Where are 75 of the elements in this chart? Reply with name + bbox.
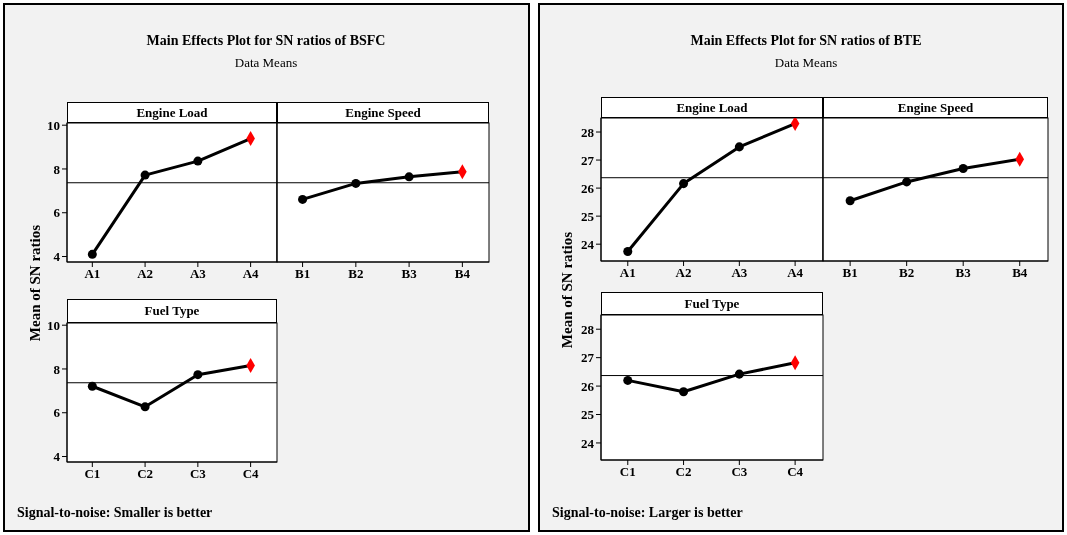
text: Main Effects Plot for SN ratios of BSFC — [145, 32, 387, 50]
chart-title: Engine Speed — [823, 97, 1048, 118]
x-tick-label: A3 — [731, 265, 748, 281]
text: Signal-to-noise: Smaller is better — [17, 505, 213, 521]
chart-title: Engine Speed — [277, 102, 489, 123]
point — [734, 142, 744, 152]
y-tick-label: 28 — [581, 124, 595, 140]
x-tick-label: B2 — [899, 265, 915, 281]
x-tick-label: C3 — [731, 464, 748, 480]
x-tick-label: C2 — [137, 466, 154, 482]
y-tick-label: 24 — [581, 435, 595, 451]
x-tick-label: A1 — [84, 266, 101, 282]
x-tick-label: A3 — [189, 266, 207, 282]
x-tick-label: C4 — [242, 466, 260, 482]
point — [193, 156, 203, 166]
x-tick-label: A1 — [619, 265, 636, 281]
y-axis-title: Mean of SN ratios — [26, 224, 44, 342]
point — [790, 118, 800, 132]
y-tick-label: 10 — [47, 317, 60, 333]
point — [958, 163, 968, 173]
x-tick-label: B3 — [401, 266, 418, 282]
x-tick-label: A2 — [675, 265, 692, 281]
text: Signal-to-noise: Larger is better — [552, 505, 743, 521]
point — [734, 369, 744, 379]
y-tick-label: 25 — [581, 407, 595, 423]
x-tick-label: A4 — [242, 266, 260, 282]
point — [404, 172, 414, 182]
x-tick-label: B3 — [955, 265, 972, 281]
x-tick-label: C4 — [787, 464, 804, 480]
y-tick-label: 24 — [581, 236, 595, 252]
point — [679, 387, 689, 397]
point — [140, 402, 150, 412]
y-tick-label: 4 — [53, 249, 61, 265]
y-tick-label: 26 — [581, 180, 595, 196]
chart-title: Fuel Type — [67, 299, 277, 323]
x-tick-label: C2 — [675, 464, 692, 480]
point — [623, 246, 633, 256]
x-tick-label: C1 — [619, 464, 636, 480]
x-tick-label: C1 — [84, 466, 101, 482]
y-axis-title: Mean of SN ratios — [558, 231, 576, 349]
point — [679, 179, 689, 189]
chart-title: Fuel Type — [601, 292, 823, 315]
text: Main Effects Plot for SN ratios of BTE — [689, 32, 923, 50]
y-tick-label: 10 — [47, 117, 60, 133]
text: Data Means — [233, 54, 299, 72]
x-tick-label: B4 — [454, 266, 471, 282]
point — [193, 370, 203, 380]
y-tick-label: 28 — [581, 321, 595, 337]
x-tick-label: B2 — [348, 266, 364, 282]
point — [298, 194, 308, 204]
point — [87, 381, 97, 391]
x-tick-label: B1 — [842, 265, 858, 281]
y-tick-label: 8 — [53, 361, 61, 377]
text: Data Means — [773, 54, 839, 72]
y-tick-label: 25 — [581, 208, 595, 224]
x-tick-label: C3 — [189, 466, 207, 482]
y-tick-label: 8 — [53, 161, 61, 177]
chart-title: Engine Load — [601, 97, 823, 118]
y-tick-label: 6 — [53, 205, 61, 221]
point — [351, 178, 361, 188]
x-tick-label: B4 — [1012, 265, 1028, 281]
y-tick-label: 27 — [581, 350, 595, 366]
y-tick-label: 26 — [581, 378, 595, 394]
x-tick-label: A2 — [137, 266, 154, 282]
x-tick-label: A4 — [787, 265, 804, 281]
chart-title: Engine Load — [67, 102, 277, 123]
point — [623, 375, 633, 385]
y-tick-label: 6 — [53, 405, 61, 421]
point — [140, 170, 150, 180]
x-tick-label: B1 — [294, 266, 311, 282]
y-tick-label: 27 — [581, 152, 595, 168]
point — [902, 177, 912, 187]
y-tick-label: 4 — [53, 449, 61, 465]
point — [87, 249, 97, 259]
point — [845, 196, 855, 206]
